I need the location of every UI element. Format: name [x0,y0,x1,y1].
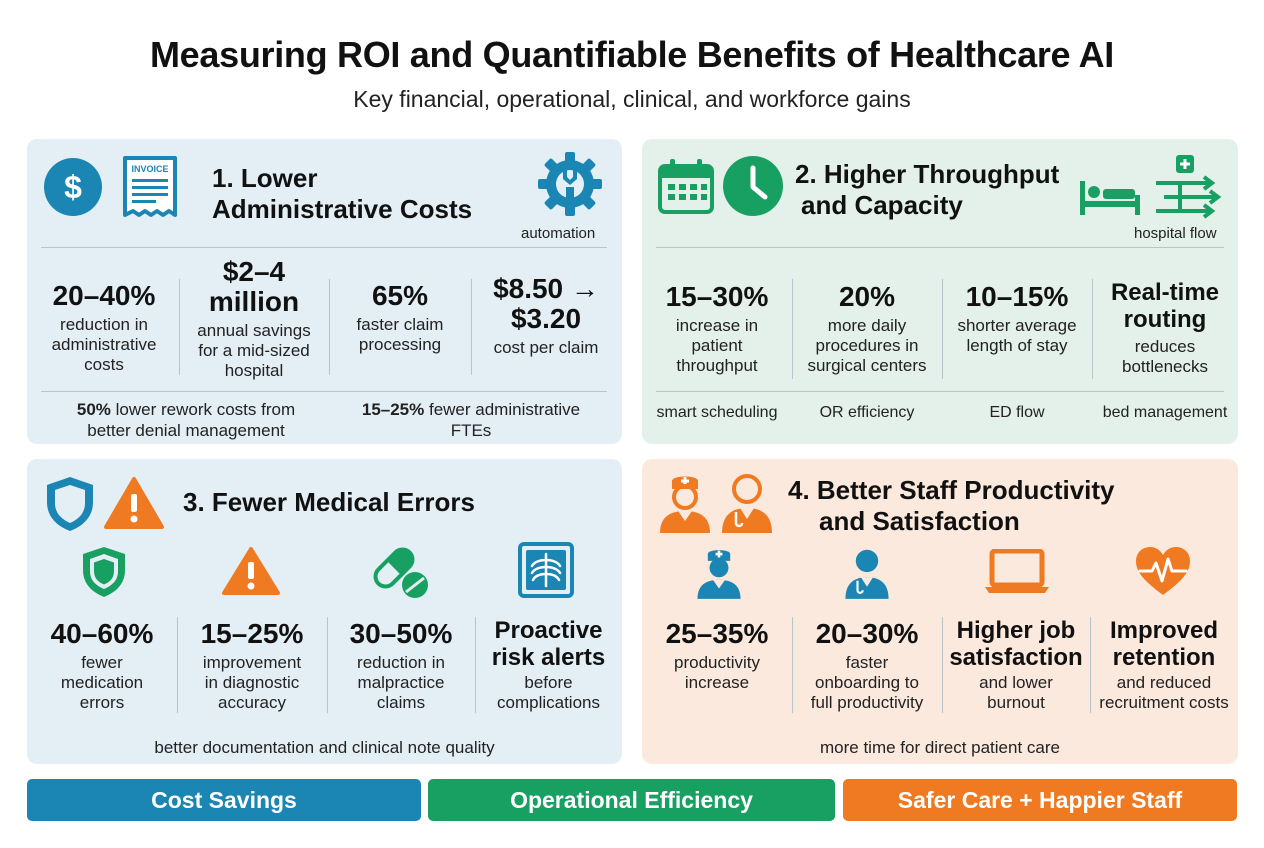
doctor-icon [722,474,772,533]
stat-improved-retention: Improved retention and reduced recruitment… [1099,617,1229,712]
panel-title: 2. Higher Throughput and Capacity [795,159,1060,220]
invoice-icon: INVOICE [123,156,177,217]
hospital-bed-icon [1080,181,1140,215]
band-cost-savings: Cost Savings [27,779,421,821]
invoice-label: INVOICE [131,164,168,174]
stat-diagnostic-accuracy: 15–25% improvement in diagnostic accuracy [200,618,304,713]
shield-icon [83,547,125,597]
divider [792,617,793,713]
divider [1092,279,1093,379]
panel-title: 3. Fewer Medical Errors [183,487,475,517]
pills-icon [373,547,428,598]
band-operational-efficiency: Operational Efficiency [428,779,835,821]
doctor-icon [845,549,889,599]
xray-icon [518,542,574,598]
panel-staff-productivity: 4. Better Staff Productivity and Satisfa… [642,459,1238,764]
svg-text:$: $ [64,169,82,205]
tag-bed-management: bed management [1102,404,1228,421]
footer-rework-costs: 50% lower rework costs from better denia… [76,400,296,440]
panel-medical-errors: 3. Fewer Medical Errors 40–60% fewer medi… [27,459,622,764]
divider [942,617,943,713]
stat-cost-per-claim: $8.50 → $3.20 cost per claim [493,273,599,358]
tag-ed-flow: ED flow [989,404,1045,421]
dollar-icon: $ [44,158,102,216]
warning-icon [104,477,164,529]
footer-patient-care: more time for direct patient care [820,738,1060,757]
tag-or-efficiency: OR efficiency [819,404,915,421]
gear-wrench-icon [538,152,602,216]
panel-title: 4. Better Staff Productivity and Satisfa… [788,475,1115,536]
stat-claim-processing: 65% faster claim processing [356,280,444,355]
stat-faster-onboarding: 20–30% faster onboarding to full productiv… [810,618,924,713]
divider [656,247,1224,248]
divider [41,247,607,248]
stat-proactive-risk-alerts: Proactive risk alerts before complications [491,617,606,712]
stat-daily-procedures: 20% more daily procedures in surgical cent… [807,281,927,376]
nurse-icon [697,550,741,599]
panel-title: 1. Lower Administrative Costs [212,163,473,224]
divider [327,617,328,713]
calendar-icon [658,159,714,214]
divider [329,279,330,375]
laptop-icon [985,549,1049,593]
divider [179,279,180,375]
divider [656,391,1224,392]
shield-icon [47,477,93,531]
divider [475,617,476,713]
stat-annual-savings: $2–4 million annual savings for a mid-size… [197,256,311,381]
stat-real-time-routing: Real-time routing reduces bottlenecks [1110,279,1220,376]
divider [177,617,178,713]
panel-throughput-capacity: 2. Higher Throughput and Capacity hospit… [642,139,1238,444]
header-label: hospital flow [1134,225,1217,242]
stat-admin-cost-reduction: 20–40% reduction in administrative costs [51,280,157,375]
stat-job-satisfaction: Higher job satisfaction and lower burnout [949,617,1083,712]
page-subtitle: Key financial, operational, clinical, an… [353,86,911,112]
clock-icon [723,156,783,216]
band-safer-care: Safer Care + Happier Staff [843,779,1237,821]
nurse-icon [660,476,710,533]
panel-administrative-costs: $ INVOICE 1. Lower Administrative Costs … [27,139,622,444]
footer-documentation: better documentation and clinical note q… [154,738,495,757]
patient-flow-icon [1156,155,1222,219]
page-title: Measuring ROI and Quantifiable Benefits … [149,34,1115,75]
warning-icon [222,547,280,595]
footer-fewer-ftes: 15–25% fewer administrative FTEs [361,400,581,440]
stat-productivity-increase: 25–35% productivity increase [665,618,769,693]
tag-smart-scheduling: smart scheduling [656,404,778,421]
divider [942,279,943,379]
divider [471,279,472,375]
heart-pulse-icon [1136,547,1190,595]
header-label: automation [521,225,596,242]
divider [1090,617,1091,713]
divider [41,391,607,392]
stat-length-of-stay: 10–15% shorter average length of stay [957,281,1077,356]
stat-patient-throughput: 15–30% increase in patient throughput [665,281,769,376]
stat-malpractice-claims: 30–50% reduction in malpractice claims [349,618,453,713]
stat-medication-errors: 40–60% fewer medication errors [50,618,154,713]
divider [792,279,793,379]
